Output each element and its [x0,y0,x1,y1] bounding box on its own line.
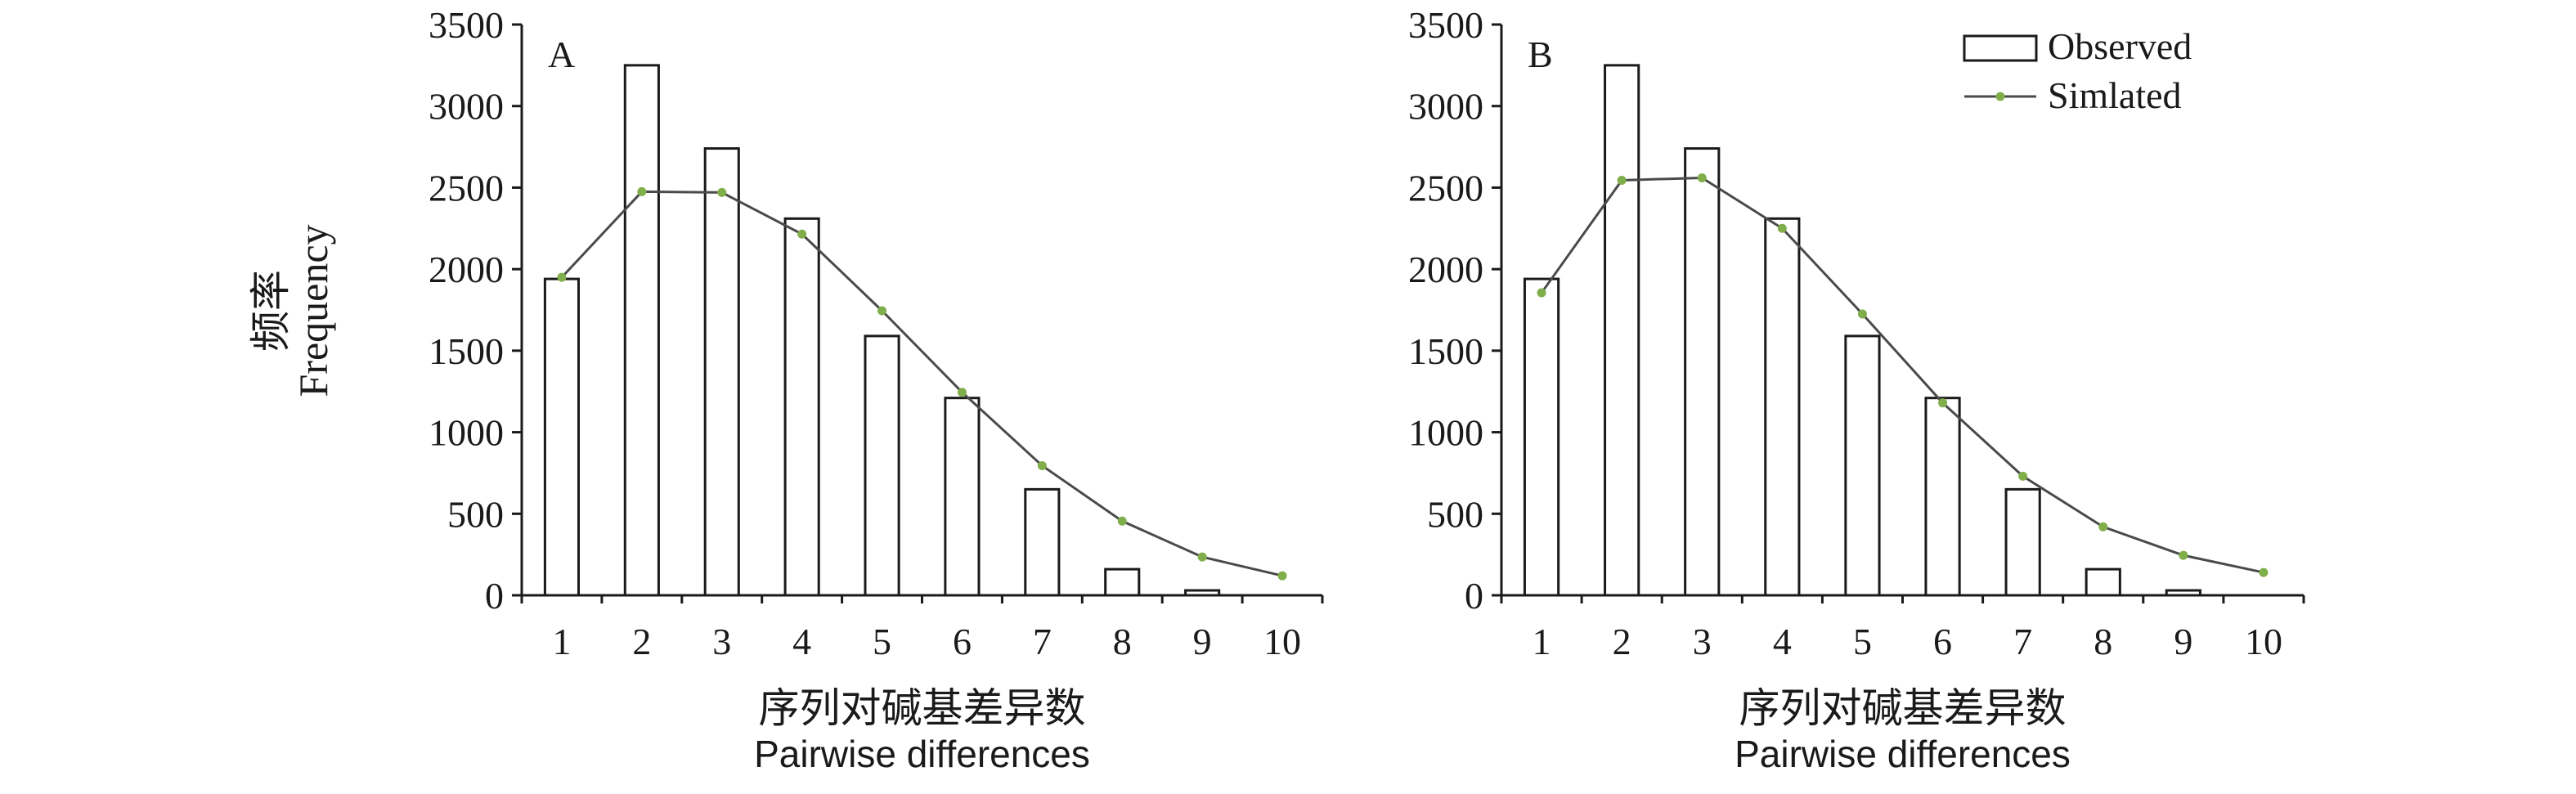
simulated-point [877,306,887,316]
x-axis-title-cn: 序列对碱基差异数 [759,685,1086,731]
simulated-point [1697,173,1707,182]
simulated-point [957,388,967,397]
observed-bar [864,334,900,597]
y-tick-label: 1500 [1408,330,1483,372]
simulated-point [797,229,807,239]
y-tick-label: 3000 [429,86,504,128]
legend-observed-swatch [1963,34,2038,62]
x-tick-label: 6 [953,621,972,662]
x-tick-label: 5 [873,621,891,662]
observed-bar [2085,567,2121,597]
observed-bar [2004,487,2041,597]
y-tick-label: 2500 [429,167,504,209]
simulated-line [560,190,1283,577]
y-tick-label: 3000 [1408,86,1483,128]
observed-bar [1184,589,1221,597]
y-tick-label: 0 [1465,575,1483,617]
simulated-point [1277,571,1287,581]
simulated-point [1117,516,1127,526]
observed-bar [1024,487,1061,597]
y-tick-label: 500 [1427,493,1483,535]
y-tick-label: 2000 [429,249,504,290]
panel-label: B [1528,34,1553,75]
simulated-line [1540,176,2264,574]
y-tick-label: 2500 [1408,167,1483,209]
observed-bar [1104,567,1141,597]
panel-label: A [548,34,575,75]
legend-observed-label: Observed [2048,25,2192,67]
observed-bar [543,277,581,597]
simulated-point [717,187,727,197]
observed-bar [1924,397,1961,597]
x-axis-title-en: Pairwise differences [1735,733,2071,775]
x-tick-label: 6 [1933,621,1952,662]
observed-bar [783,217,820,597]
simulated-point [1197,552,1207,562]
simulated-point [1537,288,1546,298]
simulated-point [2179,550,2188,560]
x-axis-title-cn: 序列对碱基差异数 [1739,685,2067,731]
observed-bar [1764,217,1801,597]
y-tick-label: 0 [485,575,504,617]
legend-simulated-marker [1995,92,2005,101]
simulated-point [1777,223,1787,233]
x-tick-label: 4 [1773,621,1792,662]
x-tick-label: 5 [1853,621,1872,662]
x-tick-label: 8 [2094,621,2112,662]
observed-bar [1844,334,1881,597]
x-axis-title-en: Pairwise differences [754,733,1090,775]
simulated-point [1857,309,1867,319]
y-tick-label: 3500 [429,4,504,46]
simulated-point [2018,471,2028,481]
observed-bar [1523,277,1560,597]
x-tick-label: 8 [1113,621,1132,662]
x-tick-label: 3 [1693,621,1712,662]
x-tick-label: 7 [2013,621,2032,662]
x-tick-label: 4 [792,621,811,662]
observed-bar [1604,64,1640,597]
x-tick-label: 10 [1263,621,1301,662]
simulated-point [557,272,567,282]
y-axis-title-cn: 频率 [248,270,294,352]
simulated-point [1617,175,1627,185]
legend-simulated-label: Simlated [2048,74,2182,116]
y-tick-label: 3500 [1408,4,1483,46]
x-tick-label: 2 [632,621,651,662]
simulated-point [2098,522,2108,532]
simulated-point [1938,398,1948,408]
y-tick-label: 1500 [429,330,504,372]
y-axis-title-en: Frequency [290,224,336,397]
observed-bar [2165,589,2201,597]
x-tick-label: 3 [712,621,731,662]
y-tick-label: 1000 [429,412,504,454]
simulated-point [637,186,647,196]
x-tick-label: 1 [552,621,571,662]
x-tick-label: 10 [2245,621,2282,662]
panel-a: 0 500 1000 1500 2000 2500 3000 3500 1 2 3 4 5 6 7 8 9 10 A… [429,4,1324,775]
y-tick-label: 1000 [1408,412,1483,454]
x-tick-label: 2 [1613,621,1631,662]
x-tick-label: 9 [1193,621,1212,662]
simulated-point [2259,567,2269,577]
observed-bar [944,397,981,597]
observed-bar [703,147,740,597]
panel-b: 0 500 1000 1500 2000 2500 3000 3500 1 2 3 4 5 6 7 8 9 10 B… [1408,4,2305,775]
x-tick-label: 1 [1533,621,1551,662]
observed-bar [1684,147,1721,597]
observed-bar [623,64,660,597]
simulated-point [1037,460,1047,470]
x-tick-label: 9 [2174,621,2192,662]
y-axis-title: Frequency 频率 [248,224,336,397]
y-tick-label: 500 [447,493,504,535]
y-tick-label: 2000 [1408,249,1483,290]
x-tick-label: 7 [1033,621,1052,662]
